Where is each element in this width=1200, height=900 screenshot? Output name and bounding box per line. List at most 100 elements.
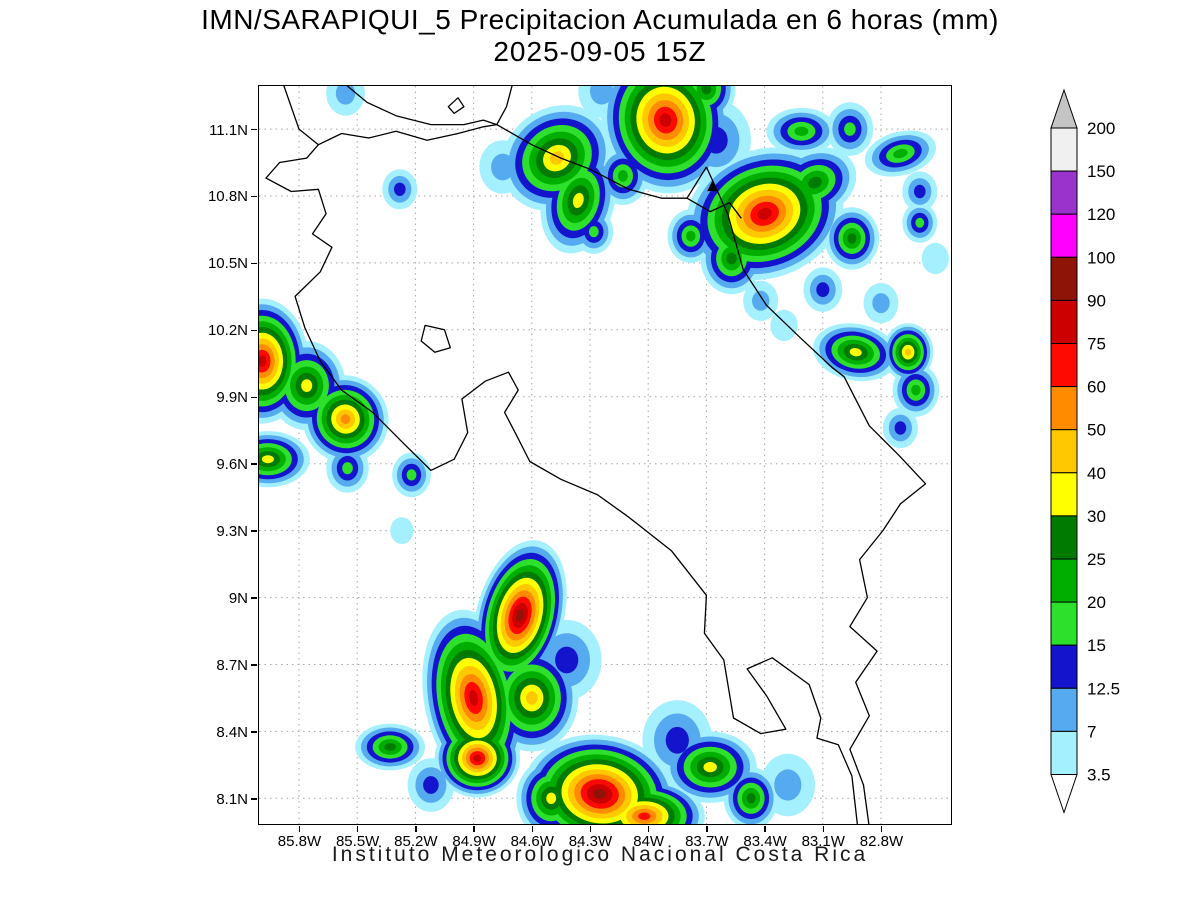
coastline [705, 166, 927, 824]
colorbar-segment [1050, 213, 1078, 258]
precip-cell [844, 122, 856, 136]
precip-cell [491, 153, 515, 181]
x-tick-label: 84W [633, 833, 665, 850]
precip-cell [335, 86, 356, 105]
x-tick-label: 82.8W [859, 833, 904, 850]
precip-cell [342, 462, 353, 475]
x-tick-label: 84.9W [452, 833, 496, 850]
axis-tick [250, 195, 257, 198]
axis-tick [764, 826, 766, 832]
colorbar-label: 20 [1087, 593, 1106, 612]
y-tick-label: 9.6N [216, 456, 248, 474]
colorbar-label: 90 [1087, 291, 1106, 310]
coastline [318, 123, 497, 146]
precip-cell [686, 230, 696, 242]
y-tick-label: 10.5N [207, 255, 248, 273]
x-tick-label: 85.5W [335, 833, 380, 850]
colorbar-segment [1050, 127, 1078, 172]
precip-cell [893, 148, 908, 159]
precip-cell [808, 176, 822, 189]
colorbar-arrow-top [1050, 88, 1078, 129]
axis-tick [250, 597, 257, 599]
colorbar-segment [1050, 515, 1078, 560]
x-tick-label: 83.7W [685, 833, 729, 850]
x-tick-label: 83.4W [743, 833, 787, 850]
precip-cell [394, 182, 406, 196]
colorbar-segment [1050, 256, 1078, 301]
precip-cell [423, 776, 439, 794]
colorbar-label: 120 [1087, 205, 1115, 224]
precip-cell [588, 226, 599, 238]
colorbar-label: 30 [1087, 507, 1106, 526]
precip-cell [872, 293, 890, 314]
coastline [346, 86, 513, 126]
precip-cell [703, 762, 717, 773]
precip-cell [847, 233, 857, 244]
map-footer: Instituto Meteorologico Nacional Costa R… [331, 843, 869, 866]
precip-cell [638, 812, 651, 820]
precip-cell [915, 217, 925, 228]
map-title: IMN/SARAPIQUI_5 Precipitacion Acumulada … [201, 4, 999, 35]
colorbar-segment [1050, 170, 1078, 215]
colorbar: 200 150 120 100 90 75 60 50 40 30 25 20 15 12.5 7 3.5 [1050, 88, 1120, 815]
axis-tick [250, 463, 257, 465]
y-tick-label: 10.2N [207, 322, 248, 340]
precip-cell [516, 609, 524, 622]
precip-cell [301, 379, 313, 392]
colorbar-label: 7 [1087, 722, 1096, 741]
y-tick-label: 8.4N [216, 723, 248, 741]
axis-tick [822, 826, 825, 832]
precip-cell [904, 348, 912, 356]
x-tick-label: 85.8W [277, 833, 322, 850]
precip-cell [894, 421, 907, 435]
axis-tick [250, 798, 257, 800]
precip-cell [572, 192, 584, 208]
y-tick-label: 10.8N [207, 188, 248, 206]
axis-tick [250, 664, 257, 666]
precip-cell [770, 309, 798, 341]
colorbar-label: 50 [1087, 421, 1106, 440]
precipitation-cells [259, 86, 949, 824]
precip-cell [406, 469, 417, 481]
colorbar-segment [1050, 299, 1078, 344]
axis-tick [531, 826, 533, 832]
precip-cell [340, 414, 351, 424]
colorbar-label: 60 [1087, 378, 1106, 397]
precip-cell [816, 282, 830, 298]
axis-tick [250, 731, 257, 733]
precip-cell [726, 252, 737, 265]
axis-tick [250, 128, 257, 131]
coastlines [265, 86, 927, 824]
colorbar-segment [1050, 558, 1078, 603]
precip-cell [259, 355, 267, 367]
precipitation-map [259, 86, 951, 824]
colorbar-label: 200 [1087, 119, 1115, 138]
axis-tick [473, 826, 475, 832]
y-tick-label: 9.3N [216, 523, 248, 541]
precip-cell [757, 207, 772, 220]
colorbar-label: 75 [1087, 335, 1106, 354]
axis-tick [880, 826, 883, 832]
precip-cell [555, 646, 579, 674]
precip-cell [794, 126, 809, 136]
colorbar-label: 40 [1087, 464, 1106, 483]
precip-cell [593, 788, 607, 799]
axis-tick [250, 262, 257, 265]
axis-tick [250, 329, 257, 332]
axis-tick [415, 826, 417, 832]
precip-cell [526, 691, 538, 705]
colorbar-label: 15 [1087, 636, 1106, 655]
y-tick-label: 8.1N [216, 790, 248, 808]
precip-cell [473, 754, 482, 762]
colorbar-label: 12.5 [1087, 679, 1120, 698]
colorbar-segment [1050, 386, 1078, 431]
y-tick-label: 9N [228, 590, 248, 608]
map-plot-area [258, 85, 952, 825]
axis-tick [589, 826, 592, 832]
colorbar-segment [1050, 687, 1078, 732]
precip-cell [468, 689, 479, 707]
colorbar-label: 25 [1087, 550, 1106, 569]
colorbar-segment [1050, 601, 1078, 646]
y-tick-label: 9.9N [216, 389, 248, 407]
axis-tick [356, 826, 359, 832]
